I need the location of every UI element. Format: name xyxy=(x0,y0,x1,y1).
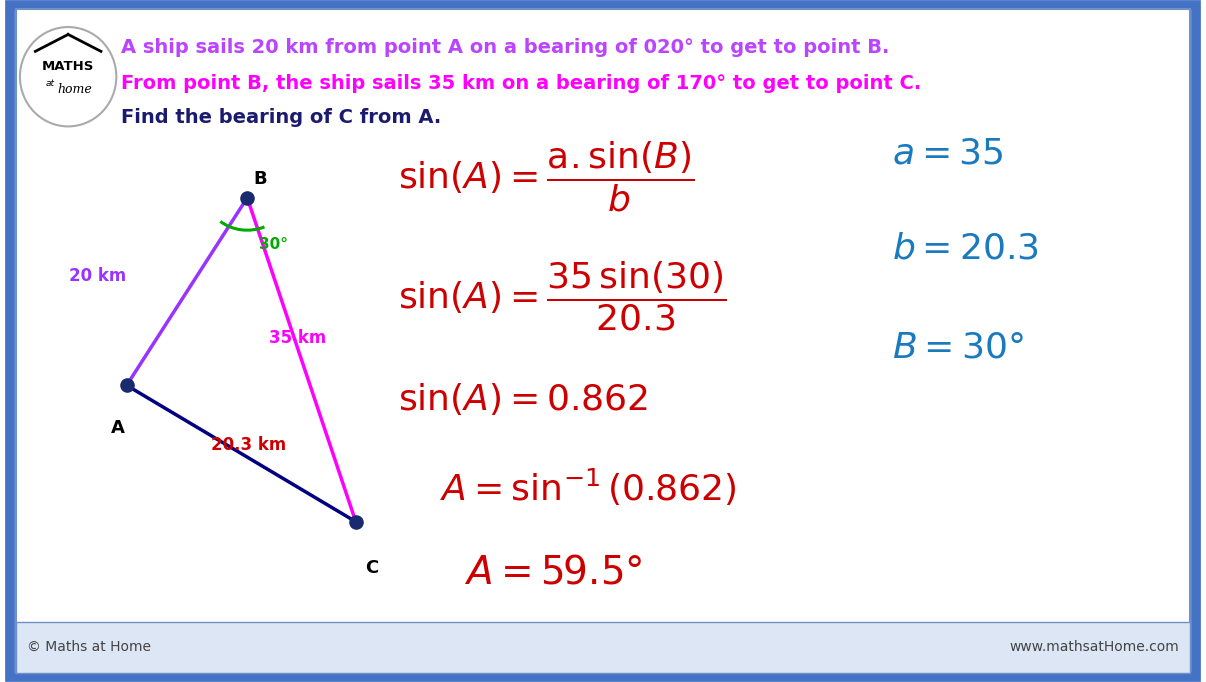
Text: A: A xyxy=(111,419,125,437)
Text: at: at xyxy=(45,78,54,87)
Text: C: C xyxy=(365,559,379,577)
Text: B: B xyxy=(253,170,267,188)
Text: $A = \sin^{-1}(0.862)$: $A = \sin^{-1}(0.862)$ xyxy=(440,467,737,508)
Text: © Maths at Home: © Maths at Home xyxy=(27,640,151,653)
Text: 35 km: 35 km xyxy=(269,329,326,346)
Point xyxy=(238,192,257,203)
Text: MATHS: MATHS xyxy=(42,59,94,73)
Point xyxy=(346,516,365,527)
Bar xyxy=(16,622,1190,673)
Text: $\sin(A) = \dfrac{35\,\sin(30)}{20.3}$: $\sin(A) = \dfrac{35\,\sin(30)}{20.3}$ xyxy=(398,260,727,333)
Text: home: home xyxy=(57,83,92,96)
Text: $A = 59.5°$: $A = 59.5°$ xyxy=(464,554,643,591)
Text: 20 km: 20 km xyxy=(69,267,125,285)
Text: $b = 20.3$: $b = 20.3$ xyxy=(892,232,1040,266)
Text: 30°: 30° xyxy=(259,237,288,252)
Text: $a = 35$: $a = 35$ xyxy=(892,136,1003,170)
Text: From point B, the ship sails 35 km on a bearing of 170° to get to point C.: From point B, the ship sails 35 km on a … xyxy=(121,74,921,93)
Text: www.mathsatHome.com: www.mathsatHome.com xyxy=(1009,640,1179,653)
Circle shape xyxy=(21,27,116,126)
Text: 20.3 km: 20.3 km xyxy=(211,436,286,454)
Text: Find the bearing of C from A.: Find the bearing of C from A. xyxy=(121,108,441,127)
Point xyxy=(117,380,136,391)
Text: $B = 30°$: $B = 30°$ xyxy=(892,331,1024,365)
Text: $\sin(A) = \dfrac{\mathrm{a.sin}(B)}{b}$: $\sin(A) = \dfrac{\mathrm{a.sin}(B)}{b}$ xyxy=(398,140,695,214)
Text: $\sin(A) = 0.862$: $\sin(A) = 0.862$ xyxy=(398,381,648,417)
Text: A ship sails 20 km from point A on a bearing of 020° to get to point B.: A ship sails 20 km from point A on a bea… xyxy=(121,38,889,57)
